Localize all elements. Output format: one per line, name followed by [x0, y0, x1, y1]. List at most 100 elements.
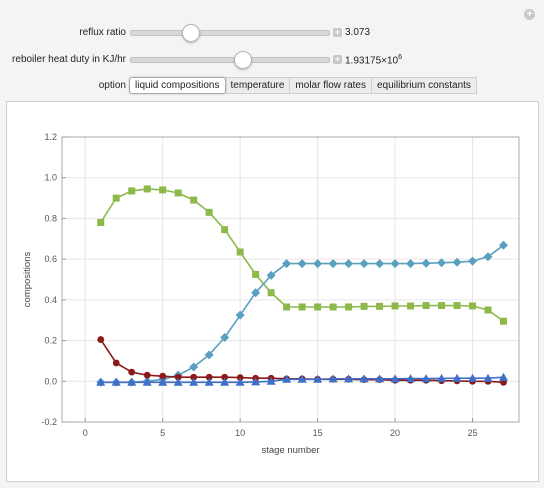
series-1-point	[190, 196, 198, 204]
plot-frame	[61, 136, 520, 423]
series-1-point	[143, 185, 151, 193]
series-line-1	[100, 188, 504, 322]
reflux-ratio-expand-icon[interactable]: +	[333, 27, 342, 37]
y-tick-label: 1.2	[44, 132, 57, 142]
x-tick-label: 5	[160, 428, 165, 438]
series-1-point	[376, 302, 384, 310]
series-2-point	[313, 259, 323, 269]
series-2-point	[297, 259, 307, 269]
tab-liquid-compositions[interactable]: liquid compositions	[129, 77, 226, 94]
series-1-point	[236, 248, 244, 256]
series-2-point	[437, 258, 447, 268]
series-2-point	[499, 240, 509, 250]
x-tick-label: 0	[83, 428, 88, 438]
series-1-point	[283, 303, 291, 311]
series-2-point	[204, 350, 214, 360]
series-2-point	[251, 288, 261, 298]
option-label: option	[98, 80, 126, 91]
series-2-point	[235, 310, 245, 320]
reflux-ratio-slider[interactable]	[130, 24, 330, 42]
series-1-point	[174, 189, 182, 197]
tab-molar-flow-rates[interactable]: molar flow rates	[289, 77, 372, 94]
series-1-point	[267, 289, 275, 297]
series-4-point	[483, 373, 493, 382]
series-4-point	[189, 377, 199, 386]
series-2-point	[483, 252, 493, 262]
series-2-point	[220, 333, 230, 343]
series-1-point	[221, 226, 229, 234]
series-2-point	[282, 259, 292, 269]
series-4-point	[452, 373, 462, 382]
series-3-point	[190, 373, 198, 381]
series-1-point	[329, 303, 337, 311]
reflux-ratio-slider-thumb[interactable]	[182, 24, 200, 42]
series-4-point	[375, 374, 385, 383]
series-4-point	[235, 377, 245, 386]
series-3-point	[128, 368, 136, 376]
tab-temperature[interactable]: temperature	[224, 77, 291, 94]
series-1-point	[500, 317, 508, 325]
series-4-point	[266, 376, 276, 385]
series-1-point	[438, 302, 446, 310]
series-1-point	[453, 302, 461, 310]
series-1-point	[345, 303, 353, 311]
series-1-point	[484, 306, 492, 314]
y-tick-label: 0.4	[44, 295, 57, 305]
series-2-point	[359, 259, 369, 269]
series-4-point	[251, 377, 261, 386]
series-3-point	[159, 372, 167, 380]
series-2-point	[452, 257, 462, 267]
series-4-point	[282, 374, 292, 383]
series-1-point	[407, 302, 415, 310]
corner-plus-icon[interactable]: +	[524, 9, 535, 20]
series-3-point	[143, 371, 151, 379]
series-4-point	[220, 377, 230, 386]
series-4-point	[468, 373, 478, 382]
reboiler-heat-duty-slider[interactable]	[130, 51, 330, 69]
series-4-point	[142, 377, 152, 386]
series-4-point	[406, 374, 416, 383]
series-4-point	[297, 374, 307, 383]
series-4-point	[173, 377, 183, 386]
series-4-point	[421, 374, 431, 383]
series-4-point	[328, 374, 338, 383]
series-4-point	[313, 374, 323, 383]
x-tick-label: 20	[390, 428, 400, 438]
series-4-point	[158, 377, 168, 386]
x-axis-label: stage number	[261, 445, 319, 456]
reboiler-heat-duty-expand-icon[interactable]: +	[333, 54, 342, 64]
option-tabs: liquid compositions temperature molar fl…	[129, 77, 477, 94]
reflux-ratio-value: 3.073	[345, 27, 371, 38]
series-2-point	[421, 258, 431, 268]
reboiler-heat-duty-slider-thumb[interactable]	[234, 51, 252, 69]
series-2-point	[468, 256, 478, 266]
series-3-point	[221, 373, 229, 381]
y-tick-label: 0.8	[44, 213, 57, 223]
series-2-point	[344, 259, 354, 269]
reboiler-heat-duty-value: 1.93175×106	[345, 54, 403, 67]
series-3-point	[205, 373, 213, 381]
series-4-point	[204, 377, 214, 386]
series-2-point	[328, 259, 338, 269]
y-tick-label: -0.2	[41, 417, 57, 427]
series-3-point	[236, 374, 244, 382]
series-4-point	[127, 377, 137, 386]
series-1-point	[128, 187, 136, 195]
series-1-point	[112, 194, 120, 202]
series-3-point	[97, 336, 105, 343]
series-1-point	[422, 302, 430, 310]
series-1-point	[97, 219, 105, 226]
series-1-point	[314, 303, 322, 311]
series-3-point	[112, 359, 120, 367]
series-3-point	[174, 373, 182, 381]
series-4-point	[499, 372, 509, 381]
tab-equilibrium-constants[interactable]: equilibrium constants	[371, 77, 477, 94]
series-1-point	[298, 303, 306, 311]
y-tick-label: 1.0	[44, 173, 57, 183]
reflux-ratio-label: reflux ratio	[79, 27, 126, 38]
series-1-point	[360, 302, 368, 310]
series-4-point	[111, 377, 121, 386]
series-1-point	[252, 270, 260, 278]
series-1-point	[469, 302, 477, 310]
series-2-point	[390, 259, 400, 269]
